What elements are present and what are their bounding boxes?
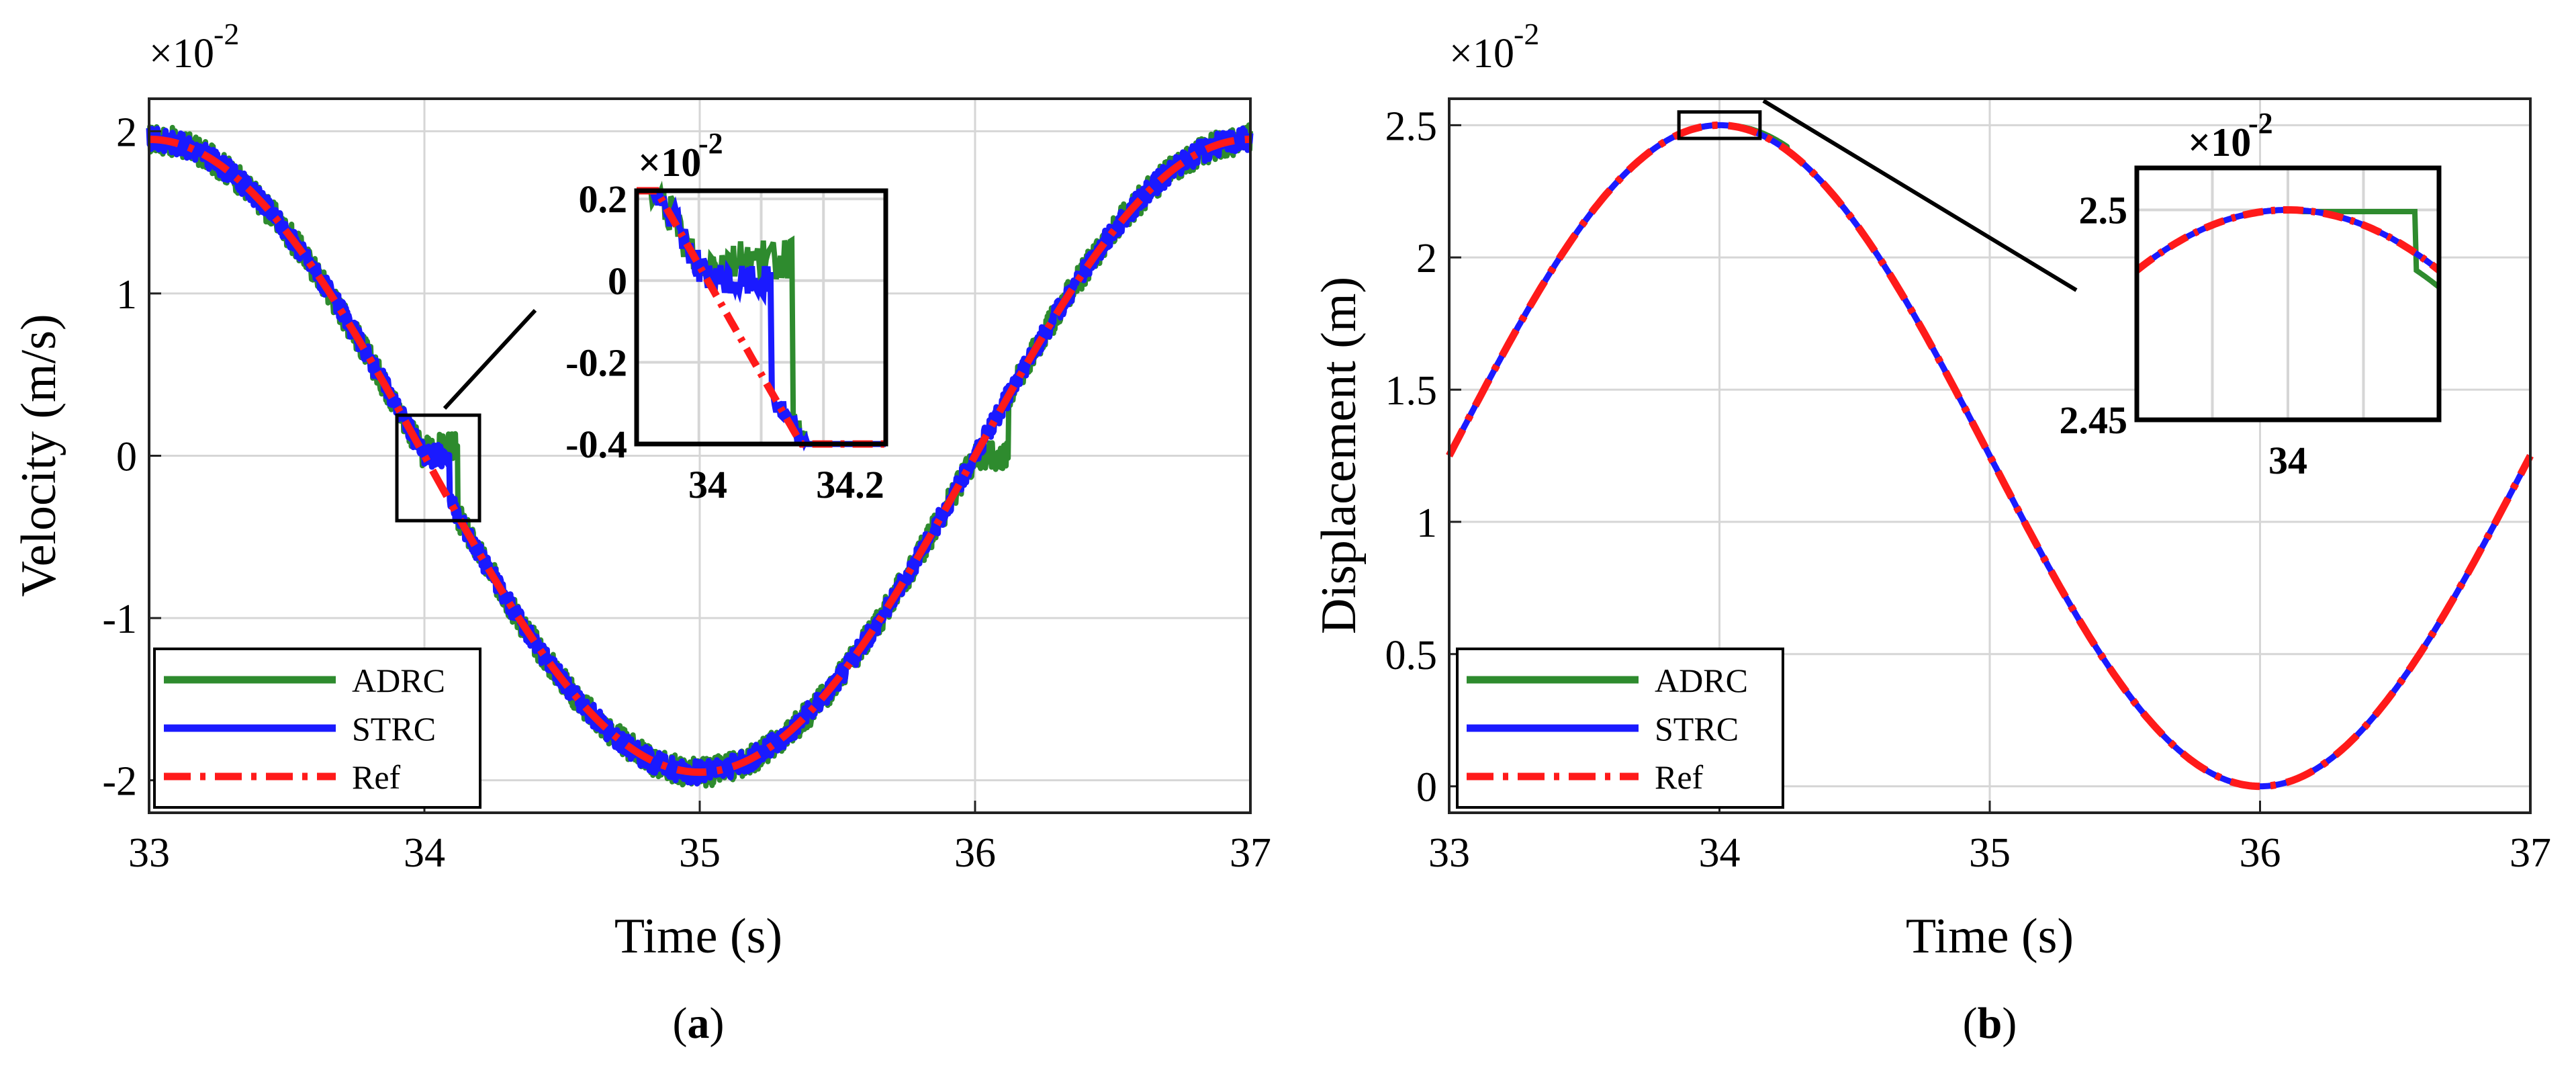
a-xtick-label-0: 33	[128, 830, 170, 876]
panel-b-inset-ticks: 2.45 2.5 34	[2060, 189, 2308, 483]
b-xtick-label-2: 35	[1969, 830, 2011, 876]
panel-a-zoom-connector	[443, 308, 537, 410]
panel-b-zoom-box	[1677, 110, 1762, 140]
panel-b-series	[1446, 121, 2534, 791]
b-xtick-label-4: 37	[2510, 830, 2551, 876]
a-ytick-label-1: -1	[102, 596, 137, 642]
panel-a-inset: -0.4 -0.2 0 0.2 34 34.2 ×10 -2	[565, 127, 888, 506]
a-xtick-label-2: 35	[679, 830, 721, 876]
a-xtick-label-1: 34	[404, 830, 445, 876]
a-line-ref	[148, 135, 1251, 776]
panel-a-x-label: Time (s)	[614, 909, 782, 964]
panel-a-inset-ticks: -0.4 -0.2 0 0.2 34 34.2	[565, 177, 884, 506]
b-ytick-label-5: 2.5	[1385, 103, 1438, 149]
panel-b-y-label: Displacement (m)	[1312, 277, 1367, 634]
panel-a-velocity: 33 34 35 36 37 -2 -1 0 1 2 ×10 -2 Time (s) Veloci…	[11, 17, 1271, 1048]
b-xtick-label-3: 36	[2240, 830, 2281, 876]
b-ytick-label-0: 0	[1416, 765, 1437, 811]
panel-a-ticks: 33 34 35 36 37 -2 -1 0 1 2	[102, 109, 1271, 876]
panel-a-y-label: Velocity (m/s)	[11, 314, 66, 596]
a-ytick-label-0: -2	[102, 759, 137, 805]
a-inset-ytick-label-3: 0.2	[579, 177, 628, 221]
panel-b-zoom-connector	[1762, 99, 2078, 292]
a-inset-xtick-label-1: 34.2	[816, 463, 884, 506]
panel-a-legend-label-ref: Ref	[352, 758, 401, 796]
panel-a-inset-y-exponent: -2	[698, 127, 723, 160]
panel-b-caption-close: )	[2002, 999, 2017, 1048]
panel-a-caption-letter: a	[688, 999, 710, 1048]
panel-a-legend-label-strc: STRC	[352, 710, 436, 748]
panel-b-inset: 2.45 2.5 34 ×10 -2	[2060, 107, 2442, 483]
panel-a-legend: ADRC STRC Ref	[153, 648, 481, 809]
panel-b-legend-label-strc: STRC	[1655, 710, 1739, 748]
b-xtick-label-1: 34	[1699, 830, 1741, 876]
a-inset-ytick-label-2: 0	[608, 259, 627, 303]
a-xtick-label-4: 37	[1230, 830, 1271, 876]
panel-b-legend-label-adrc: ADRC	[1655, 662, 1748, 699]
b-ytick-label-2: 1	[1416, 500, 1437, 546]
panel-b-inset-series	[2134, 206, 2442, 290]
b-inset-xtick-label-0: 34	[2268, 439, 2307, 482]
b-ytick-label-3: 1.5	[1385, 368, 1438, 414]
panel-a-y-multiplier: ×10	[149, 31, 214, 77]
panel-b-caption: (b)	[1963, 999, 2017, 1048]
panel-a-legend-label-adrc: ADRC	[352, 662, 445, 699]
a-ytick-label-2: 0	[116, 435, 137, 480]
a-inset-ytick-label-1: -0.2	[565, 341, 627, 384]
a-inset-ytick-label-0: -0.4	[565, 423, 627, 466]
panel-a-caption: (a)	[673, 999, 725, 1048]
b-inset-ytick-label-0: 2.45	[2060, 398, 2128, 442]
a-xtick-label-3: 36	[954, 830, 996, 876]
b-inset-ytick-label-1: 2.5	[2079, 189, 2128, 232]
panel-b-inset-y-exponent: -2	[2248, 107, 2273, 140]
b-line-ref	[1446, 121, 2534, 791]
panel-b-y-exponent: -2	[1514, 17, 1539, 51]
panel-b-x-label: Time (s)	[1906, 909, 2074, 964]
a-inset-xtick-label-0: 34	[688, 463, 727, 506]
panel-b-displacement: 33 34 35 36 37 0 0.5 1 1.5 2 2.5 ×10 -2 Time (s) D…	[1312, 17, 2551, 1048]
panel-a-caption-open: (	[673, 999, 688, 1048]
b-xtick-label-0: 33	[1428, 830, 1470, 876]
a-ytick-label-3: 1	[116, 272, 137, 318]
b-ytick-label-4: 2	[1416, 236, 1437, 281]
panel-b-legend: ADRC STRC Ref	[1456, 648, 1784, 809]
panel-b-inset-y-multiplier: ×10	[2188, 120, 2251, 165]
panel-a-series	[146, 122, 1254, 789]
panel-a-inset-frame	[634, 188, 888, 447]
a-ytick-label-4: 2	[116, 109, 137, 155]
panel-a-zoom-box	[395, 413, 481, 523]
panel-b-y-multiplier: ×10	[1449, 31, 1514, 77]
b-ytick-label-1: 0.5	[1385, 633, 1438, 678]
panel-b-ticks: 33 34 35 36 37 0 0.5 1 1.5 2 2.5	[1385, 103, 2552, 876]
panel-a-y-exponent: -2	[214, 17, 239, 51]
b-inset-line-ref	[2134, 206, 2442, 273]
panel-b-caption-open: (	[1963, 999, 1978, 1048]
panel-b-caption-letter: b	[1978, 999, 2003, 1048]
panel-b-legend-label-ref: Ref	[1655, 758, 1704, 796]
panel-a-caption-close: )	[710, 999, 725, 1048]
panel-a-inset-y-multiplier: ×10	[638, 140, 701, 185]
panel-b-inset-frame	[2134, 165, 2442, 423]
